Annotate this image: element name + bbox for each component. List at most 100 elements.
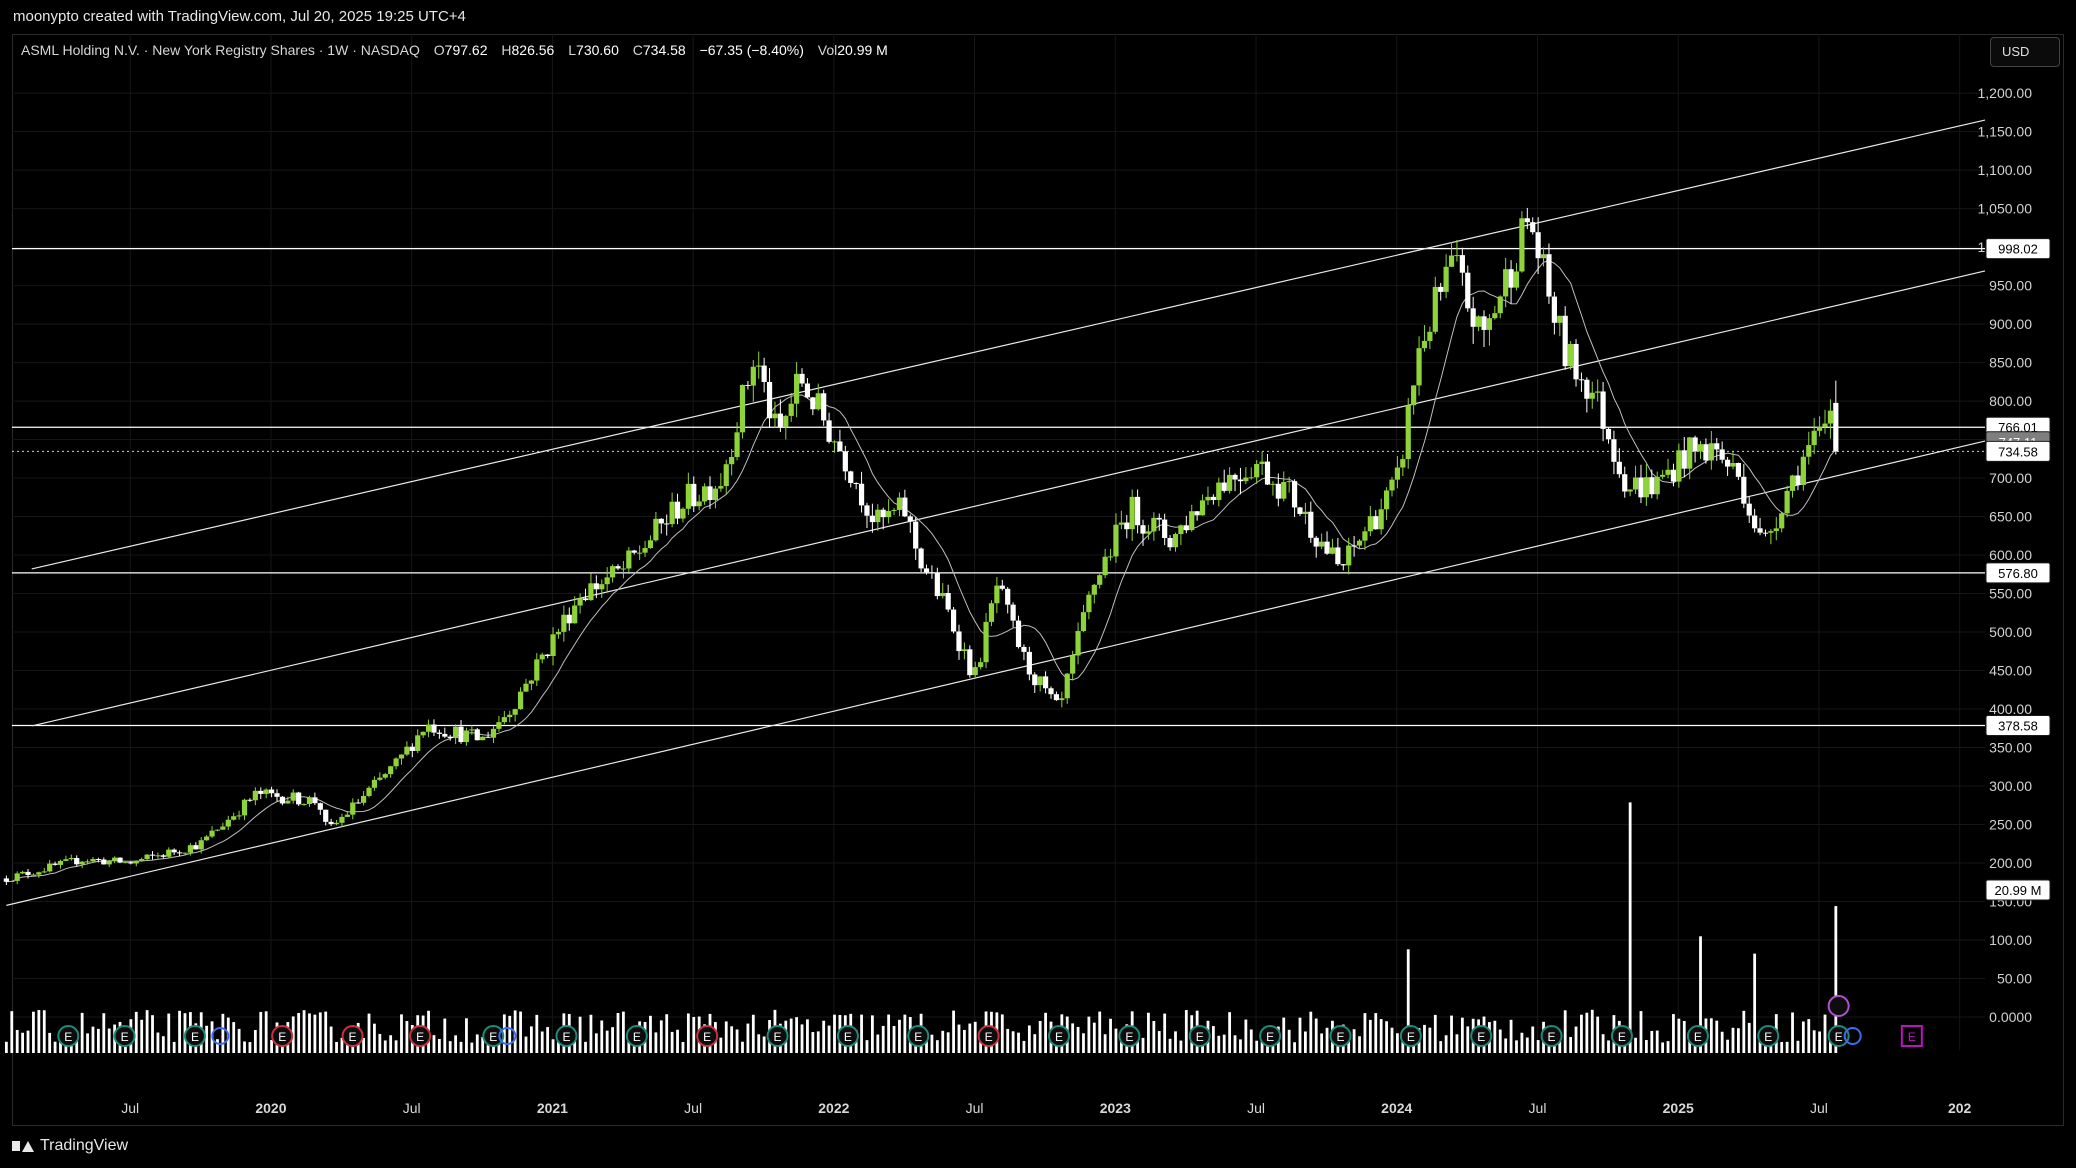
candle-bull (1568, 343, 1574, 367)
candle-bull (1595, 391, 1601, 393)
time-tick-year: 2020 (255, 1100, 286, 1116)
candle-bull (1075, 631, 1081, 656)
candle-bull (983, 621, 989, 663)
volume-bar (1558, 1034, 1562, 1053)
candle-bull (166, 849, 172, 857)
candle-bear (101, 859, 107, 865)
volume-bar (1747, 1022, 1751, 1053)
volume-bar (178, 1010, 181, 1053)
volume-bar (1406, 949, 1410, 1053)
candle-bull (739, 384, 746, 433)
upcoming-earnings-icon (1900, 1025, 1923, 1047)
price-tick-label: 500.00 (1989, 624, 2032, 640)
volume-bar (724, 1021, 728, 1053)
axis-price-label: 20.99 M (1995, 883, 2042, 898)
candle-bull (1356, 540, 1363, 546)
candle-bear (442, 733, 448, 737)
candle-bear (658, 518, 664, 524)
candle-bull (1243, 477, 1249, 482)
candle-bear (247, 799, 253, 801)
price-tick-label: 950.00 (1989, 278, 2032, 294)
candle-bear (176, 852, 183, 854)
volume-bar (1661, 1042, 1665, 1053)
candle-bull (57, 860, 64, 865)
candle-bull (209, 830, 215, 837)
candle-bull (496, 722, 502, 729)
currency-button[interactable]: USD (1990, 37, 2060, 67)
candle-bear (1508, 269, 1514, 288)
volume-bar (15, 1029, 19, 1053)
candle-bull (1779, 513, 1785, 529)
candle-bear (171, 849, 177, 853)
candle-bear (1194, 511, 1200, 516)
volume-bar (833, 1014, 836, 1053)
candle-bull (599, 584, 605, 590)
candle-bull (90, 859, 96, 862)
volume-bar (1298, 1017, 1302, 1053)
axis-price-label-box (1985, 562, 2051, 584)
candle-bull (696, 501, 702, 507)
candle-bear (664, 523, 670, 525)
volume-bar (670, 1031, 674, 1053)
close-value: 734.58 (642, 42, 686, 58)
candle-bull (756, 365, 762, 367)
candle-bear (296, 792, 302, 805)
candle-bull (1329, 547, 1336, 554)
candle-bear (1183, 525, 1189, 531)
earnings-letter: E (914, 1030, 922, 1044)
chart-frame[interactable] (12, 34, 2064, 1126)
candle-bear (999, 585, 1005, 589)
volume-bar (1109, 1018, 1112, 1053)
volume-bar (692, 1016, 696, 1053)
candle-bear (52, 863, 58, 865)
volume-bar (53, 1041, 57, 1053)
candle-bull (1816, 426, 1823, 431)
candle-bear (447, 736, 453, 739)
time-tick-year: 2022 (818, 1100, 849, 1116)
candle-bull (1216, 482, 1222, 500)
volume-bar (1222, 1034, 1226, 1053)
volume-bar (935, 1040, 939, 1053)
candle-bear (193, 845, 199, 850)
volume-bar (405, 1021, 409, 1053)
volume-bar (1233, 1035, 1237, 1053)
symbol-legend[interactable]: ASML Holding N.V. · New York Registry Sh… (21, 42, 888, 58)
volume-bar (1504, 1038, 1508, 1053)
volume-bar (1644, 1040, 1648, 1053)
volume-bar (806, 1019, 809, 1053)
upcoming-earnings-letter: E (1908, 1030, 1916, 1044)
candle-bull (84, 861, 91, 863)
tradingview-brand[interactable]: TradingView (12, 1137, 128, 1155)
volume-bar (1742, 1010, 1746, 1053)
candle-bear (1297, 507, 1303, 514)
price-tick-label: 650.00 (1989, 509, 2032, 525)
candle-bull (144, 854, 150, 860)
price-tick-label: 900.00 (1989, 316, 2032, 332)
volume-bar (270, 1040, 273, 1053)
candle-bear (913, 521, 919, 549)
candle-bull (1432, 286, 1438, 332)
volume-bar (1439, 1041, 1443, 1053)
volume-bar (1699, 936, 1702, 1053)
candle-bull (388, 766, 394, 775)
candle-bull (1811, 430, 1817, 446)
earnings-icon (1757, 1025, 1780, 1047)
candle-bull (1270, 483, 1276, 485)
earnings-letter: E (278, 1030, 286, 1044)
price-tick-label: 600.00 (1989, 547, 2032, 563)
candle-bear (1795, 475, 1801, 485)
time-tick-month: Jul (121, 1100, 139, 1116)
candle-bull (896, 497, 903, 510)
volume-bar (1244, 1019, 1248, 1053)
candle-bull (875, 509, 881, 523)
volume-bar (1320, 1033, 1324, 1053)
volume-bar (1796, 1040, 1800, 1053)
candle-bear (1692, 437, 1698, 452)
candle-bear (1335, 547, 1341, 565)
volume-bar (1152, 1021, 1156, 1053)
candle-bear (436, 732, 442, 734)
earnings-letter: E (633, 1030, 641, 1044)
volume-bar (681, 1042, 685, 1053)
volume-bar (324, 1011, 328, 1053)
